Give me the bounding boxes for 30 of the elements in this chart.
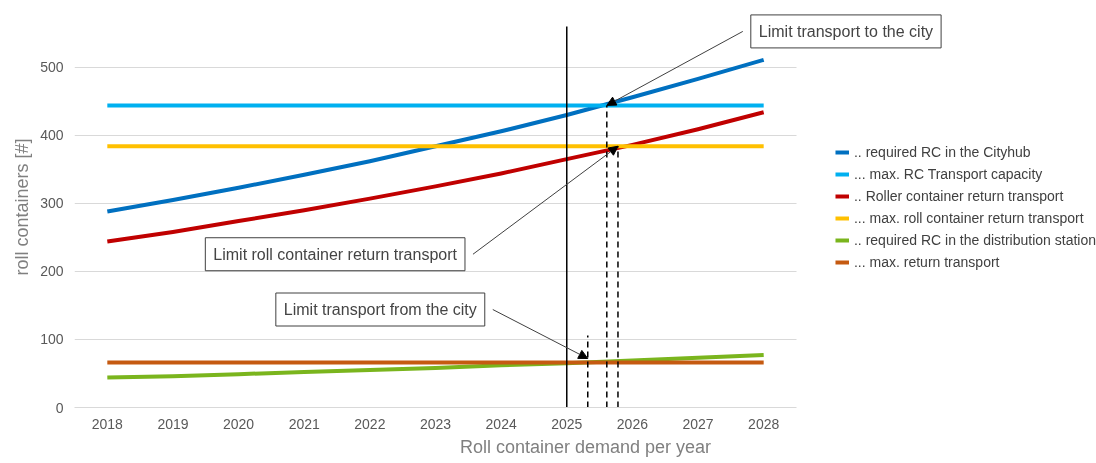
y-axis-title: roll containers [#]: [12, 138, 33, 276]
x-tick-label: 2027: [682, 415, 714, 432]
x-tick-label: 2026: [616, 415, 649, 432]
x-tick-label: 2019: [157, 415, 189, 432]
y-tick-label: 400: [40, 127, 64, 144]
line-series: [105, 110, 766, 244]
legend-label: ... max. RC Transport capacity: [853, 165, 1043, 182]
y-tick-label: 300: [40, 195, 64, 212]
legend-label: .. Roller container return transport: [853, 187, 1064, 204]
x-tick-label: 2020: [223, 415, 255, 432]
x-tick-label: 2028: [748, 415, 780, 432]
legend-label: ... max. return transport: [853, 253, 1000, 270]
x-tick-label: 2018: [91, 415, 124, 432]
x-tick-label: 2021: [288, 415, 321, 432]
x-tick-label: 2023: [419, 415, 452, 432]
x-tick-label: 2024: [485, 415, 517, 432]
line-series: [105, 57, 766, 214]
annotation: Limit transport from the city: [283, 301, 477, 319]
annotation: Limit roll container return transport: [213, 245, 458, 263]
y-tick-label: 100: [40, 331, 64, 348]
x-tick-label: 2022: [354, 415, 386, 432]
x-tick-label: 2025: [551, 415, 583, 432]
y-tick-label: 200: [40, 263, 64, 280]
legend-label: .. required RC in the Cityhub: [853, 143, 1031, 160]
legend-label: .. required RC in the distribution station: [853, 231, 1096, 248]
x-axis-title: Roll container demand per year: [459, 436, 712, 457]
y-tick-label: 0: [55, 399, 64, 416]
annotation: Limit transport to the city: [758, 22, 934, 40]
legend-label: ... max. roll container return transport: [853, 209, 1084, 226]
y-tick-label: 500: [40, 59, 64, 76]
